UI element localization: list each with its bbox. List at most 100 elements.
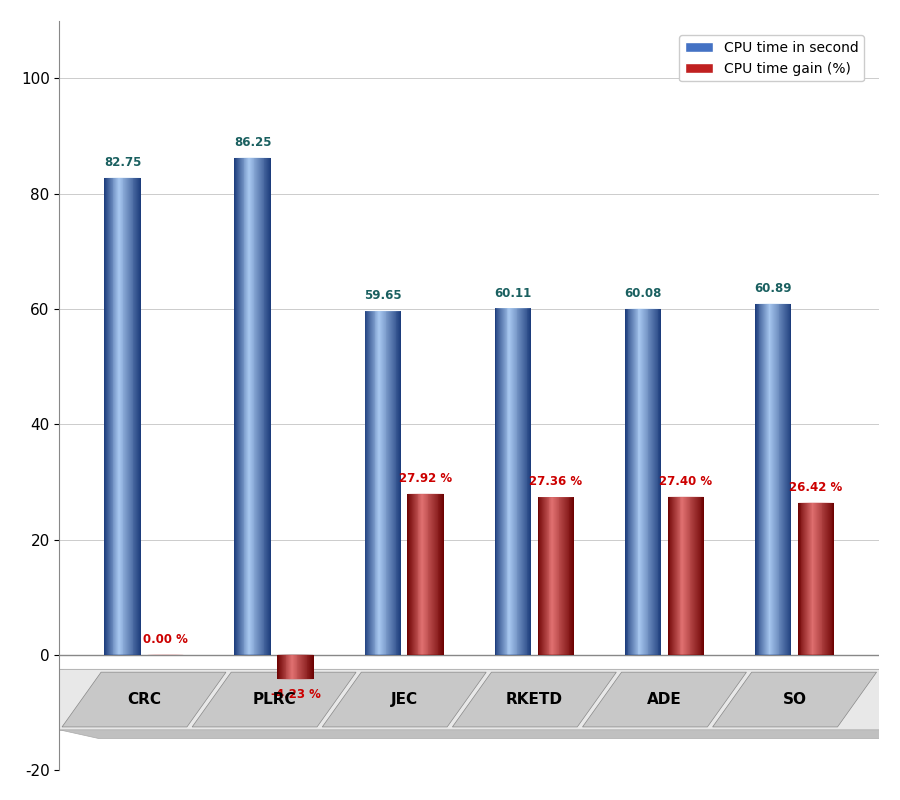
- Polygon shape: [376, 311, 377, 655]
- Polygon shape: [114, 178, 115, 655]
- Polygon shape: [368, 311, 369, 655]
- Polygon shape: [801, 502, 802, 655]
- Polygon shape: [425, 494, 426, 655]
- Polygon shape: [633, 309, 634, 655]
- Polygon shape: [509, 309, 510, 655]
- Polygon shape: [106, 178, 107, 655]
- Polygon shape: [561, 497, 562, 655]
- Text: 60.11: 60.11: [494, 286, 532, 300]
- Polygon shape: [416, 494, 417, 655]
- Polygon shape: [776, 304, 777, 655]
- Polygon shape: [651, 309, 652, 655]
- Polygon shape: [263, 158, 264, 655]
- Polygon shape: [778, 304, 779, 655]
- Polygon shape: [244, 158, 245, 655]
- Text: 86.25: 86.25: [234, 136, 272, 149]
- Polygon shape: [382, 311, 383, 655]
- Polygon shape: [702, 497, 703, 655]
- Polygon shape: [697, 497, 698, 655]
- Polygon shape: [117, 178, 118, 655]
- Polygon shape: [626, 309, 627, 655]
- Polygon shape: [700, 497, 701, 655]
- Polygon shape: [819, 502, 820, 655]
- Polygon shape: [542, 497, 543, 655]
- Polygon shape: [582, 672, 746, 727]
- Text: JEC: JEC: [391, 692, 418, 707]
- Polygon shape: [688, 497, 689, 655]
- Polygon shape: [652, 309, 653, 655]
- Polygon shape: [771, 304, 772, 655]
- Polygon shape: [567, 497, 568, 655]
- Polygon shape: [519, 309, 520, 655]
- Polygon shape: [442, 494, 443, 655]
- Polygon shape: [252, 158, 253, 655]
- Polygon shape: [553, 497, 554, 655]
- Polygon shape: [654, 309, 655, 655]
- Polygon shape: [808, 502, 809, 655]
- Polygon shape: [104, 178, 105, 655]
- Polygon shape: [120, 178, 121, 655]
- Polygon shape: [627, 309, 628, 655]
- Polygon shape: [684, 497, 685, 655]
- Polygon shape: [429, 494, 430, 655]
- Polygon shape: [238, 158, 239, 655]
- Polygon shape: [254, 158, 255, 655]
- Polygon shape: [573, 497, 574, 655]
- Polygon shape: [565, 497, 566, 655]
- Polygon shape: [807, 502, 808, 655]
- Polygon shape: [637, 309, 638, 655]
- Polygon shape: [772, 304, 773, 655]
- Polygon shape: [506, 309, 507, 655]
- Polygon shape: [113, 178, 114, 655]
- Polygon shape: [521, 309, 522, 655]
- Text: PLRC: PLRC: [252, 692, 296, 707]
- Polygon shape: [371, 311, 372, 655]
- Polygon shape: [650, 309, 651, 655]
- Polygon shape: [816, 502, 817, 655]
- Polygon shape: [433, 494, 434, 655]
- Polygon shape: [107, 178, 108, 655]
- Polygon shape: [638, 309, 639, 655]
- Polygon shape: [366, 311, 367, 655]
- Polygon shape: [396, 311, 397, 655]
- Text: 60.08: 60.08: [625, 286, 662, 300]
- Polygon shape: [572, 497, 573, 655]
- Polygon shape: [659, 309, 660, 655]
- Polygon shape: [395, 311, 396, 655]
- Polygon shape: [256, 158, 257, 655]
- Polygon shape: [383, 311, 384, 655]
- Polygon shape: [240, 158, 241, 655]
- Polygon shape: [821, 502, 822, 655]
- Polygon shape: [115, 178, 116, 655]
- Polygon shape: [522, 309, 523, 655]
- Polygon shape: [237, 158, 238, 655]
- Polygon shape: [828, 502, 829, 655]
- Polygon shape: [302, 655, 303, 679]
- Polygon shape: [129, 178, 130, 655]
- Polygon shape: [385, 311, 386, 655]
- Polygon shape: [758, 304, 759, 655]
- Polygon shape: [453, 672, 616, 727]
- Polygon shape: [789, 304, 790, 655]
- Polygon shape: [374, 311, 375, 655]
- Polygon shape: [437, 494, 438, 655]
- Polygon shape: [570, 497, 571, 655]
- Polygon shape: [310, 655, 311, 679]
- Polygon shape: [660, 309, 661, 655]
- Polygon shape: [132, 178, 133, 655]
- Polygon shape: [386, 311, 387, 655]
- Polygon shape: [537, 497, 538, 655]
- Polygon shape: [431, 494, 432, 655]
- Polygon shape: [759, 304, 760, 655]
- Polygon shape: [119, 178, 120, 655]
- Polygon shape: [538, 497, 539, 655]
- Polygon shape: [820, 502, 821, 655]
- Polygon shape: [552, 497, 553, 655]
- Polygon shape: [387, 311, 388, 655]
- Text: CRC: CRC: [127, 692, 161, 707]
- Polygon shape: [681, 497, 682, 655]
- Text: 0.00 %: 0.00 %: [143, 633, 188, 646]
- Polygon shape: [298, 655, 299, 679]
- Text: 27.36 %: 27.36 %: [529, 475, 582, 488]
- Polygon shape: [804, 502, 805, 655]
